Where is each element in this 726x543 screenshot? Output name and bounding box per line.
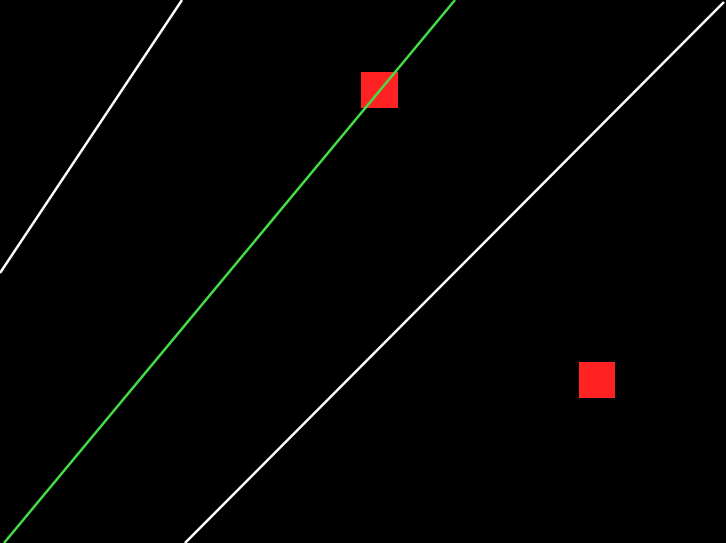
white-line-left — [0, 0, 184, 274]
white-line-right — [184, 1, 725, 543]
red-square-lower[interactable] — [579, 362, 615, 398]
green-line — [3, 0, 456, 543]
